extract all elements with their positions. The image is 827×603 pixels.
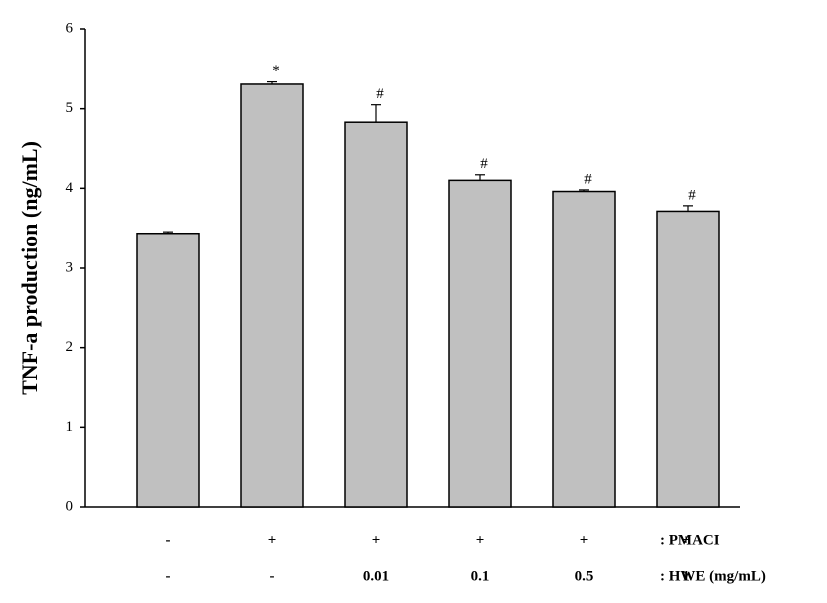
bar	[448, 179, 512, 508]
bar	[344, 121, 408, 508]
treatment-value: +	[476, 532, 485, 548]
bar	[656, 210, 720, 508]
y-tick-label: 2	[66, 339, 74, 355]
y-tick-label: 0	[66, 498, 74, 514]
annotation: #	[584, 171, 592, 187]
treatment-label: : HWE (mg/mL)	[660, 568, 766, 584]
treatment-value: 0.01	[363, 568, 389, 584]
treatment-label: : PMACI	[660, 532, 720, 548]
bar	[552, 190, 616, 508]
bar	[240, 83, 304, 508]
treatment-value: 1	[682, 568, 690, 584]
annotation: #	[376, 86, 384, 102]
y-tick-label: 1	[66, 419, 74, 435]
annotation: *	[272, 63, 280, 79]
treatment-value: +	[268, 532, 277, 548]
treatment-value: 0.5	[575, 568, 594, 584]
annotation: #	[688, 187, 696, 203]
treatment-value: +	[682, 532, 691, 548]
annotation: #	[480, 156, 488, 172]
treatment-value: 0.1	[471, 568, 490, 584]
y-tick-label: 6	[66, 20, 74, 36]
treatment-value: -	[166, 532, 171, 548]
y-tick-label: 4	[66, 180, 74, 196]
y-tick-label: 5	[66, 100, 74, 116]
bar	[136, 232, 200, 508]
treatment-value: -	[166, 568, 171, 584]
treatment-value: -	[270, 568, 275, 584]
y-tick-label: 3	[66, 259, 74, 275]
y-axis-label: TNF-a production (ng/mL)	[17, 141, 42, 395]
treatment-value: +	[580, 532, 589, 548]
treatment-value: +	[372, 532, 381, 548]
